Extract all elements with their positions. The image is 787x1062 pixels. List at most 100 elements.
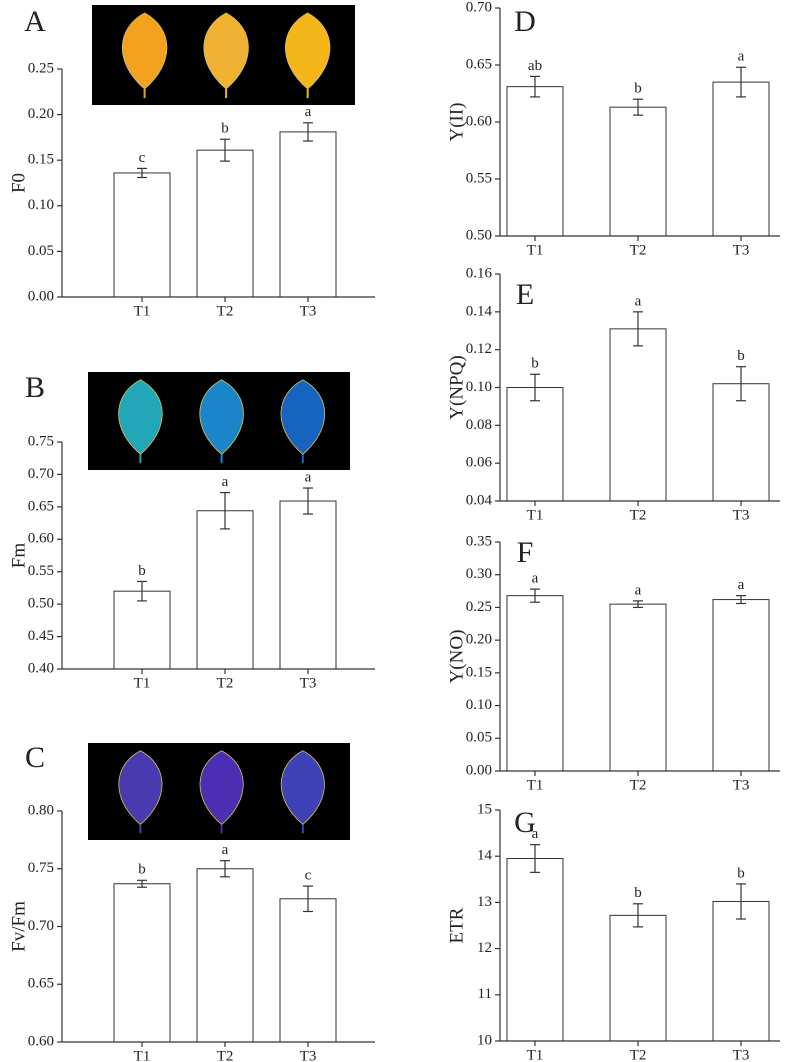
x-tick-label: T3: [733, 777, 750, 793]
y-tick-label: 0.25: [466, 599, 492, 615]
y-tick-label: 0.50: [466, 227, 492, 243]
bar: [113, 590, 171, 670]
x-tick-label: T1: [134, 675, 151, 691]
y-tick-label: 0.10: [466, 379, 492, 395]
y-tick-label: 0.20: [466, 632, 492, 648]
y-tick-label: 0.55: [466, 170, 492, 186]
x-tick-label: T1: [527, 1047, 544, 1062]
bar: [506, 387, 564, 502]
x-tick-label: T2: [630, 1047, 647, 1062]
y-tick-label: 0.55: [28, 563, 54, 579]
y-tick-label: 0.16: [466, 265, 493, 281]
bar: [609, 914, 667, 1042]
x-tick-label: T3: [733, 242, 750, 258]
y-tick-label: 0.06: [466, 455, 493, 471]
bar: [196, 868, 254, 1043]
x-tick-label: T1: [527, 242, 544, 258]
y-tick-label: 0.60: [28, 531, 54, 547]
panel-label: C: [25, 741, 45, 774]
y-tick-label: 0.60: [28, 1033, 54, 1049]
y-tick-label: 0.10: [28, 197, 54, 213]
y-tick-label: 0.00: [28, 288, 54, 304]
significance-letter: a: [305, 469, 312, 485]
significance-letter: ab: [528, 58, 542, 74]
y-tick-label: 0.75: [28, 433, 54, 449]
significance-letter: a: [532, 826, 539, 842]
x-tick-label: T2: [630, 242, 647, 258]
y-tick-label: 0.65: [28, 498, 54, 514]
y-axis-label: Fm: [8, 543, 29, 569]
y-tick-label: 0.35: [466, 533, 492, 549]
y-axis-label: Y(NO): [446, 630, 467, 684]
y-tick-label: 0.25: [28, 60, 54, 76]
panel-label: A: [24, 5, 46, 38]
y-tick-label: 0.14: [466, 303, 493, 319]
bar: [506, 86, 564, 237]
y-tick-label: 10: [477, 1032, 492, 1048]
bar: [279, 131, 337, 298]
y-tick-label: 14: [477, 848, 493, 864]
y-tick-label: 12: [477, 940, 492, 956]
significance-letter: b: [634, 885, 642, 901]
y-tick-label: 0.75: [28, 860, 54, 876]
panel-label: D: [514, 5, 536, 38]
bar: [712, 599, 770, 772]
significance-letter: b: [634, 81, 642, 97]
significance-letter: a: [532, 571, 539, 587]
y-tick-label: 11: [478, 986, 492, 1002]
x-tick-label: T3: [733, 1047, 750, 1062]
bar: [506, 595, 564, 772]
y-axis-label: Fv/Fm: [8, 901, 29, 952]
x-tick-label: T2: [217, 303, 234, 319]
bar: [196, 510, 254, 670]
significance-letter: b: [737, 348, 745, 364]
y-tick-label: 0.04: [466, 492, 493, 508]
y-tick-label: 0.70: [466, 0, 492, 15]
bar: [712, 900, 770, 1042]
y-axis-label: Y(NPQ): [446, 355, 467, 419]
significance-letter: a: [635, 293, 642, 309]
significance-letter: b: [531, 356, 539, 372]
y-tick-label: 0.70: [28, 466, 54, 482]
x-tick-label: T2: [630, 507, 647, 523]
bar: [196, 149, 254, 298]
significance-letter: a: [222, 842, 229, 858]
x-tick-label: T1: [134, 303, 151, 319]
y-tick-label: 0.12: [466, 341, 492, 357]
bar: [609, 106, 667, 237]
significance-letter: c: [305, 868, 312, 884]
y-axis-label: ETR: [446, 907, 467, 943]
bar: [609, 603, 667, 772]
y-tick-label: 15: [477, 801, 492, 817]
panel-label: F: [517, 536, 534, 569]
y-tick-label: 0.50: [28, 596, 54, 612]
x-tick-label: T3: [733, 507, 750, 523]
y-tick-label: 0.30: [466, 566, 492, 582]
significance-letter: a: [305, 104, 312, 120]
significance-letter: b: [221, 121, 229, 137]
bar: [279, 898, 337, 1043]
y-tick-label: 0.40: [28, 660, 54, 676]
x-tick-label: T3: [300, 1048, 317, 1062]
significance-letter: a: [222, 474, 229, 490]
y-tick-label: 13: [477, 894, 492, 910]
x-tick-label: T1: [134, 1048, 151, 1062]
y-tick-label: 0.70: [28, 918, 54, 934]
significance-letter: c: [139, 150, 146, 166]
bar: [113, 172, 171, 298]
x-tick-label: T2: [630, 777, 647, 793]
y-tick-label: 0.65: [28, 976, 54, 992]
panel-label: B: [25, 371, 45, 404]
bar: [506, 858, 564, 1042]
y-tick-label: 0.15: [28, 152, 54, 168]
y-tick-label: 0.00: [466, 762, 492, 778]
significance-letter: a: [635, 582, 642, 598]
significance-letter: b: [138, 563, 146, 579]
y-tick-label: 0.20: [28, 106, 54, 122]
y-tick-label: 0.65: [466, 56, 492, 72]
x-tick-label: T1: [527, 507, 544, 523]
y-tick-label: 0.10: [466, 697, 492, 713]
significance-letter: b: [737, 865, 745, 881]
x-tick-label: T3: [300, 303, 317, 319]
